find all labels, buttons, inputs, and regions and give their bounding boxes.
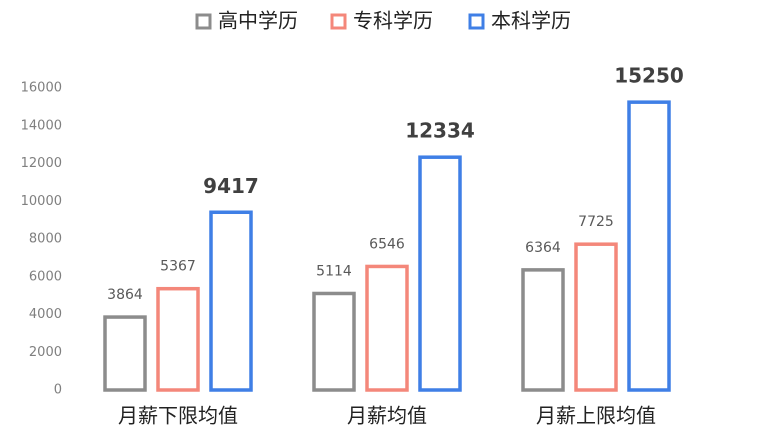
bar — [156, 286, 200, 392]
x-tick-label: 月薪上限均值 — [536, 404, 656, 428]
bar — [103, 315, 147, 392]
legend-swatch — [330, 13, 347, 30]
y-tick-label: 6000 — [29, 269, 62, 284]
legend-swatch — [195, 13, 212, 30]
y-tick-label: 4000 — [29, 307, 62, 322]
y-tick-label: 12000 — [21, 156, 62, 171]
legend-label: 本科学历 — [491, 9, 571, 33]
bar — [365, 264, 409, 392]
legend-swatch — [468, 13, 485, 30]
x-tick-label: 月薪均值 — [347, 404, 427, 428]
value-label: 3864 — [107, 287, 143, 303]
value-label: 7725 — [578, 214, 614, 230]
x-tick-label: 月薪下限均值 — [118, 404, 238, 428]
bar — [627, 100, 671, 392]
bar — [521, 268, 565, 392]
value-label: 5114 — [316, 263, 352, 279]
value-label: 9417 — [203, 174, 259, 198]
y-tick-label: 8000 — [29, 232, 62, 247]
bar — [574, 242, 618, 392]
bar — [209, 210, 253, 392]
legend-label: 专科学历 — [353, 9, 433, 33]
value-label: 5367 — [160, 259, 196, 275]
value-label: 15250 — [614, 64, 684, 88]
y-tick-label: 0 — [54, 383, 62, 398]
bar — [418, 155, 462, 392]
y-tick-label: 2000 — [29, 345, 62, 360]
value-label: 12334 — [405, 119, 475, 143]
bar — [312, 291, 356, 392]
y-tick-label: 14000 — [21, 118, 62, 133]
y-tick-label: 10000 — [21, 194, 62, 209]
y-tick-label: 16000 — [21, 81, 62, 96]
value-label: 6364 — [525, 240, 561, 256]
legend-label: 高中学历 — [218, 9, 298, 33]
value-label: 6546 — [369, 236, 405, 252]
